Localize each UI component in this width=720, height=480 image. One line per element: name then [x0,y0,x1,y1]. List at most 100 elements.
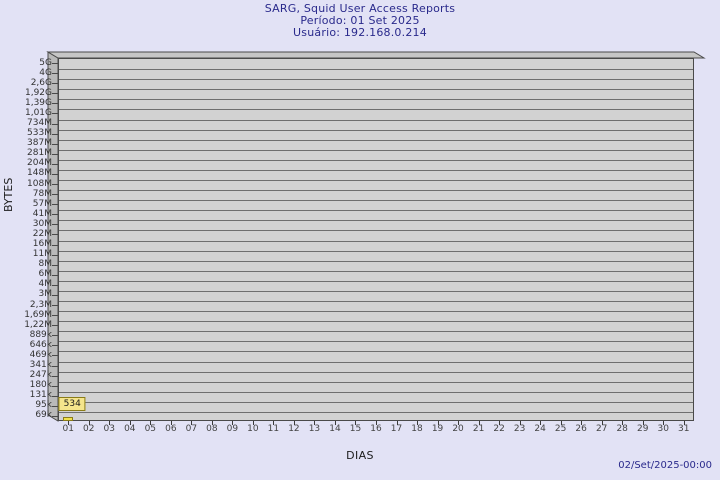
gridline [59,412,693,413]
gridline [59,321,693,322]
x-tick-label: 08 [206,424,218,434]
gridline [59,281,693,282]
x-tick-label: 16 [370,424,382,434]
y-tick-label: 247k [29,370,52,380]
y-tick-mark [52,386,58,387]
bar[interactable] [63,417,74,421]
x-tick-mark [150,421,152,425]
x-tick-mark [642,421,644,425]
x-tick-label: 21 [472,424,485,434]
gridline [59,130,693,131]
bar-value-label: 534 [58,397,86,411]
x-tick-label: 18 [411,424,423,434]
y-tick-mark [52,154,58,155]
x-tick-label: 01 [62,424,74,434]
gridline [59,150,693,151]
report-user: Usuário: 192.168.0.214 [293,26,427,39]
bars-layer: 534 [58,58,694,421]
y-tick-label: 889k [29,330,52,340]
x-tick-mark [293,421,295,425]
y-tick-mark [52,113,58,114]
x-tick-mark [314,421,316,425]
gridline [59,89,693,90]
y-tick-mark [52,204,58,205]
y-tick-label: 281M [27,148,52,158]
gridline [59,200,693,201]
x-tick-label: 03 [103,424,115,434]
y-tick-label: 4G [39,68,52,78]
x-tick-label: 29 [636,424,649,434]
x-tick-mark [170,421,172,425]
gridline [59,180,693,181]
gridline [59,402,693,403]
y-tick-mark [52,406,58,407]
gridline [59,69,693,70]
y-tick-mark [52,103,58,104]
x-axis-label: DIAS [346,449,374,462]
x-tick-label: 19 [431,424,444,434]
y-tick-mark [52,245,58,246]
y-axis-ticks: 5G 4G 2,6G 1,92G 1,39G 1,01G 734M 533M 387M 281M 2… [8,58,52,421]
x-tick-label: 20 [452,424,464,434]
y-tick-mark [52,295,58,296]
y-tick-label: 6M [38,269,53,279]
report-period: Período: 01 Set 2025 [300,14,420,27]
y-tick-label: 41M [32,209,52,219]
x-axis-ticks: 01 02 03 04 05 06 07 08 09 10 11 12 13 14 15 16 17 18 19 20… [58,424,694,438]
plot-face [58,58,694,421]
x-tick-label: 09 [226,424,239,434]
x-tick-mark [437,421,439,425]
gridline [59,210,693,211]
y-tick-label: 22M [32,229,52,239]
y-tick-mark [52,355,58,356]
y-tick-mark [52,416,58,417]
x-tick-mark [622,421,624,425]
x-tick-label: 15 [349,424,362,434]
gridline [59,220,693,221]
x-tick-label: 11 [267,424,280,434]
y-tick-label: 3M [38,289,53,299]
gridline [59,261,693,262]
y-tick-label: 469k [29,350,52,360]
y-tick-mark [52,174,58,175]
y-tick-mark [52,396,58,397]
y-tick-label: 1,39G [24,98,52,108]
gridline [59,160,693,161]
x-tick-mark [334,421,336,425]
gridline [59,331,693,332]
x-tick-mark [683,421,685,425]
x-tick-label: 06 [165,424,177,434]
gridline [59,99,693,100]
x-tick-mark [273,421,275,425]
y-tick-mark [52,285,58,286]
y-tick-mark [52,124,58,125]
y-tick-label: 180k [29,380,52,390]
y-tick-label: 341k [29,360,52,370]
y-tick-label: 69k [35,410,52,420]
gridline [59,372,693,373]
x-tick-label: 26 [575,424,587,434]
gridline [59,241,693,242]
x-tick-label: 10 [247,424,259,434]
y-tick-label: 1,92G [24,88,52,98]
y-tick-label: 1,01G [24,108,52,118]
x-tick-mark [129,421,131,425]
y-tick-label: 30M [32,219,52,229]
x-tick-label: 07 [185,424,198,434]
y-tick-mark [52,366,58,367]
gridline [59,382,693,383]
generated-timestamp: 02/Set/2025-00:00 [618,460,712,471]
x-tick-label: 25 [554,424,567,434]
x-tick-mark [396,421,398,425]
x-tick-mark [478,421,480,425]
gridline [59,271,693,272]
x-tick-label: 12 [288,424,300,434]
x-tick-label: 24 [534,424,546,434]
x-tick-mark [581,421,583,425]
x-tick-label: 23 [513,424,526,434]
y-tick-label: 108M [27,179,52,189]
y-tick-label: 57M [32,199,52,209]
chart-title-block: SARG, Squid User Access Reports Período:… [0,3,720,39]
x-tick-label: 05 [144,424,157,434]
